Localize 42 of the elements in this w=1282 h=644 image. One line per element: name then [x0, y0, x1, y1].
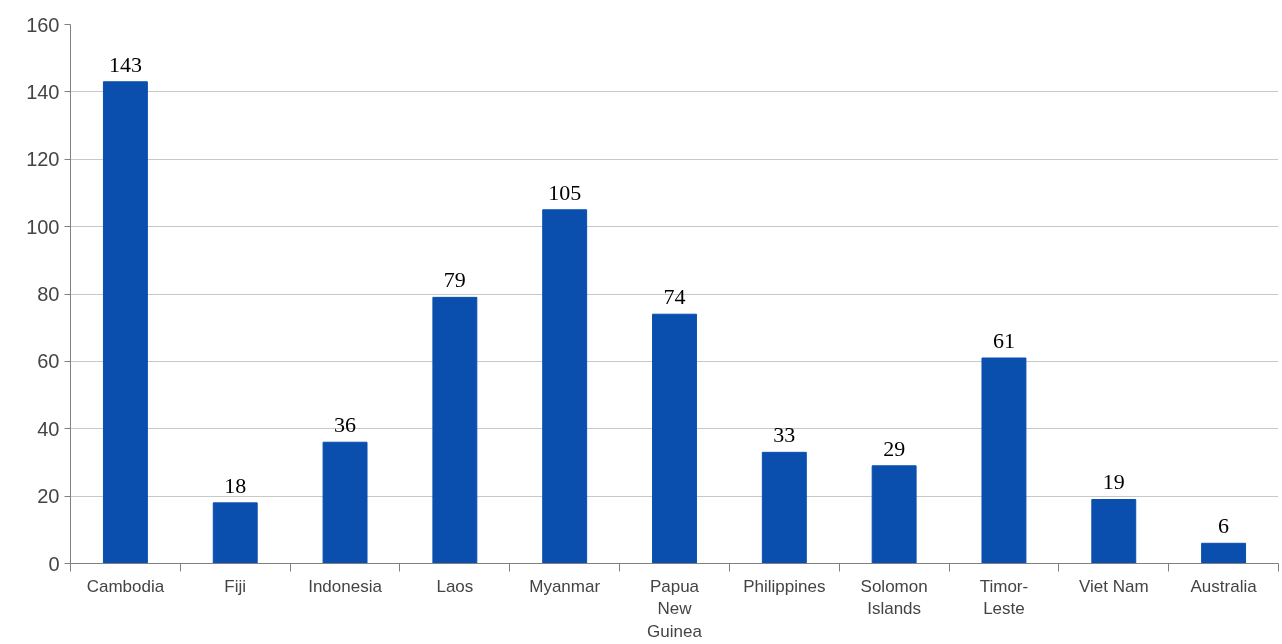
y-tick-label: 60 — [37, 350, 60, 373]
bar — [102, 81, 148, 564]
x-tick-label: Timor- Leste — [979, 576, 1029, 619]
y-tick-label: 40 — [37, 417, 60, 440]
data-label: 105 — [548, 179, 582, 205]
x-tick-label: Fiji — [224, 576, 247, 596]
data-label: 6 — [1218, 513, 1230, 539]
bar — [432, 296, 478, 564]
y-tick-label: 160 — [26, 13, 60, 36]
bar — [322, 441, 368, 564]
x-tick-label: Solomon Islands — [860, 576, 928, 619]
y-tick-label: 140 — [26, 80, 60, 103]
bar — [212, 502, 258, 564]
y-tick-label: 0 — [48, 552, 60, 575]
data-label: 143 — [108, 51, 142, 77]
data-label: 18 — [224, 472, 247, 498]
data-label: 61 — [992, 328, 1015, 354]
x-tick-label: Papua New Guinea — [647, 576, 703, 642]
data-label: 33 — [773, 422, 796, 448]
y-tick-label: 120 — [26, 148, 60, 171]
data-label: 74 — [663, 284, 686, 310]
bar — [1091, 498, 1137, 564]
x-tick-label: Cambodia — [86, 576, 165, 596]
bar — [981, 357, 1027, 564]
x-tick-label: Viet Nam — [1078, 576, 1149, 596]
bar — [652, 313, 697, 564]
bar — [1201, 542, 1247, 564]
bar — [761, 451, 807, 564]
bar — [542, 209, 588, 564]
data-label: 29 — [883, 435, 906, 461]
x-tick-label: Myanmar — [529, 576, 601, 596]
y-tick-label: 100 — [26, 215, 60, 238]
x-tick-label: Philippines — [743, 576, 826, 596]
data-label: 79 — [443, 267, 466, 293]
data-label: 19 — [1102, 469, 1125, 495]
bar — [871, 465, 917, 564]
x-tick-label: Australia — [1190, 576, 1258, 596]
y-tick-label: 80 — [37, 283, 60, 305]
x-tick-label: Indonesia — [308, 576, 383, 596]
data-label: 36 — [334, 412, 357, 438]
y-tick-label: 20 — [37, 485, 60, 508]
x-tick-label: Laos — [436, 576, 474, 596]
